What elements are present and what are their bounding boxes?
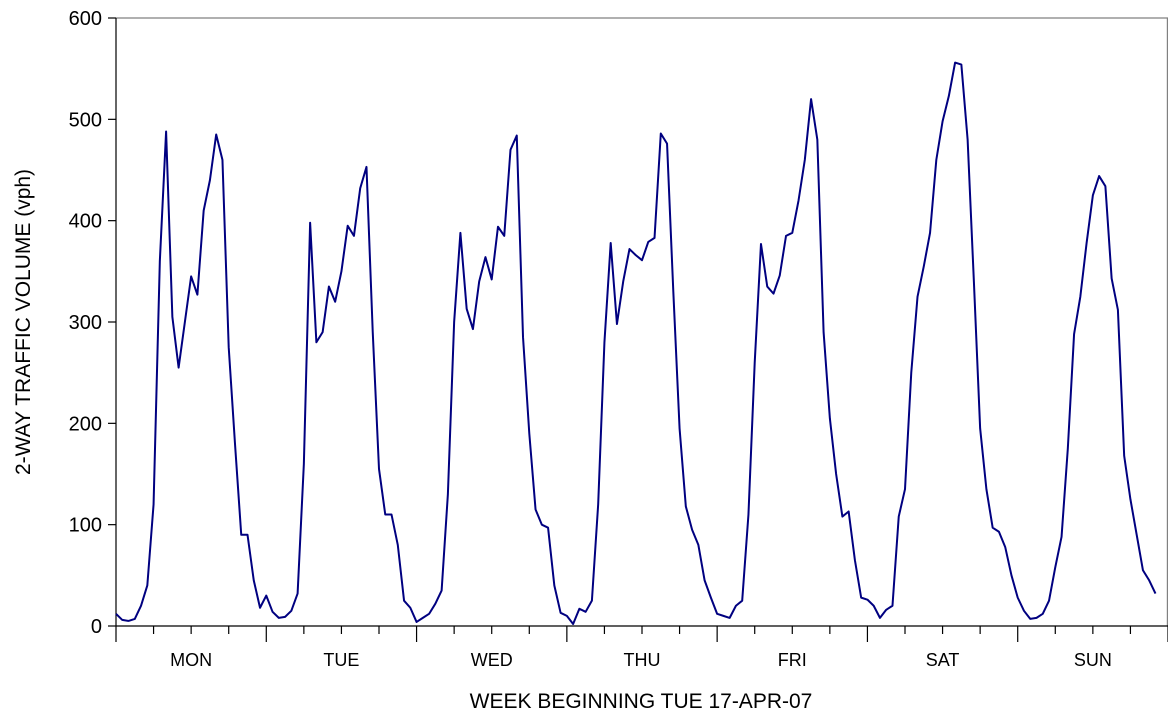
y-tick-label: 300 — [69, 312, 102, 334]
plot-frame — [116, 17, 1168, 626]
y-axis: 0 100 200 300 400 500 600 — [69, 8, 117, 638]
y-tick-label: 500 — [69, 109, 102, 131]
series-line-0 — [115, 61, 1157, 625]
y-tick-label: 400 — [69, 211, 102, 233]
x-axis: MON TUE WED THU FRI SAT SUN — [115, 625, 1168, 670]
x-axis-title: WEEK BEGINNING TUE 17-APR-07 — [470, 690, 813, 713]
x-tick-label-tue: TUE — [323, 650, 359, 670]
x-tick-label-sat: SAT — [926, 650, 960, 670]
series-layer — [115, 61, 1157, 625]
y-tick-label: 100 — [69, 515, 102, 537]
x-tick-label-wed: WED — [471, 650, 513, 670]
x-tick-label-fri: FRI — [778, 650, 807, 670]
y-axis-title: 2-WAY TRAFFIC VOLUME (vph) — [12, 169, 35, 475]
y-tick-label: 600 — [69, 8, 102, 30]
x-tick-label-mon: MON — [170, 650, 212, 670]
y-tick-label: 0 — [91, 616, 102, 638]
x-tick-label-thu: THU — [624, 650, 661, 670]
x-tick-label-sun: SUN — [1074, 650, 1112, 670]
y-tick-label: 200 — [69, 413, 102, 435]
